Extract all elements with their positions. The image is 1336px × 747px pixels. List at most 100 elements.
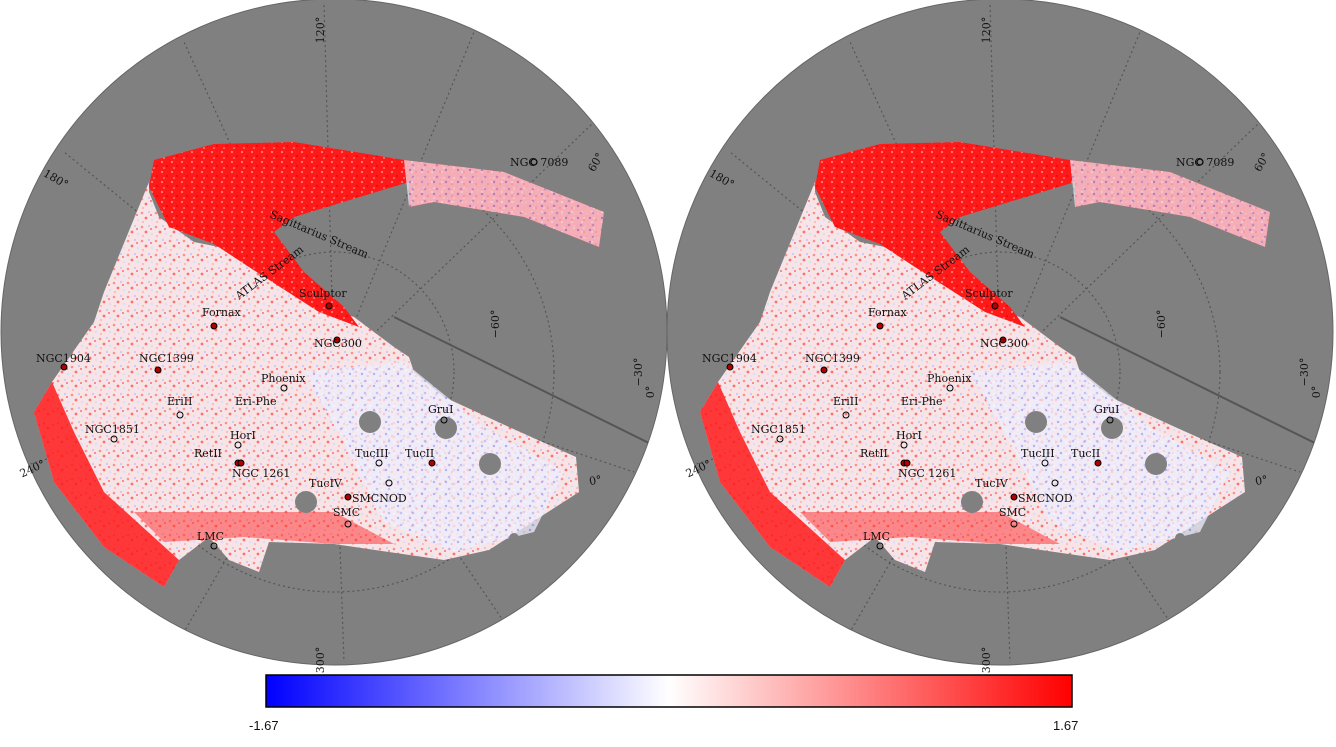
object-marker: [903, 459, 911, 467]
footprint-west-edge: [34, 382, 179, 587]
object-label: NGC1904: [36, 352, 91, 365]
footprint-south-edge: [800, 512, 1060, 544]
galactic-plane-line: [1059, 316, 1333, 453]
object-label: GruI: [428, 403, 453, 416]
object-label: SMCNOD: [352, 492, 407, 505]
graticule-tick-label: −30°: [1298, 358, 1311, 387]
graticule-tick-label: 0°: [588, 473, 603, 488]
object-marker: [776, 435, 784, 443]
object-label: RetII: [194, 447, 222, 460]
graticule-meridian: [333, 121, 595, 373]
graticule-tick-label: 300°: [314, 647, 327, 674]
object-label: Phoenix: [927, 372, 972, 385]
graticule-tick-label: 0°: [1310, 386, 1323, 399]
object-label: NGC 1261: [232, 467, 290, 480]
graticule-meridian: [333, 31, 475, 373]
object-marker: [234, 441, 242, 449]
object-marker: [280, 384, 288, 392]
object-label: TucIII: [355, 447, 389, 460]
object-label: NGC 7089: [510, 156, 568, 169]
object-marker: [210, 542, 218, 550]
object-marker: [900, 441, 908, 449]
object-marker: [1196, 158, 1204, 166]
object-marker: [385, 479, 393, 487]
object-marker: [1010, 493, 1018, 501]
object-label: Fornax: [868, 306, 908, 319]
galactic-plane-line: [393, 316, 667, 453]
object-label: SMC: [999, 506, 1026, 519]
footprint-stream-tail: [404, 160, 604, 247]
graticule-tick-label: 0°: [644, 386, 657, 399]
object-label: EriII: [833, 395, 859, 408]
object-marker: [1051, 479, 1059, 487]
object-label: NGC 7089: [1176, 156, 1234, 169]
masked-region: [1101, 417, 1123, 439]
object-marker: [60, 363, 68, 371]
object-label: Eri-Phe: [235, 395, 277, 408]
graticule-meridian: [999, 31, 1141, 373]
masked-region: [1025, 411, 1047, 433]
object-label: NGC300: [314, 337, 362, 350]
object-label: TucII: [1071, 447, 1100, 460]
object-marker: [154, 366, 162, 374]
colorbar-max-label: 1.67: [1053, 718, 1079, 733]
colorbar-min-label: -1.67: [249, 718, 279, 733]
object-label: SMC: [333, 506, 360, 519]
graticule-meridian: [729, 151, 1001, 373]
graticule-tick-label: 120°: [314, 17, 327, 44]
masked-region: [1145, 453, 1167, 475]
object-marker: [344, 493, 352, 501]
object-marker: [1041, 459, 1049, 467]
sky-disc-content: [3, 1, 667, 663]
object-label: Sculptor: [965, 287, 1013, 300]
object-label: NGC300: [980, 337, 1028, 350]
object-label: NGC1399: [805, 352, 860, 365]
footprint-blue-region: [970, 362, 1230, 552]
object-label: TucII: [405, 447, 434, 460]
object-marker: [820, 366, 828, 374]
graticule-tick-label: 300°: [980, 647, 993, 674]
footprint-stream-tail: [1070, 160, 1270, 247]
graticule-meridian: [999, 121, 1261, 373]
object-label: SMCNOD: [1018, 492, 1073, 505]
graticule-tick-label: −30°: [632, 358, 645, 387]
object-label: NGC 1261: [898, 467, 956, 480]
object-marker: [344, 520, 352, 528]
object-label: TucIII: [1021, 447, 1055, 460]
object-marker: [726, 363, 734, 371]
graticule-tick-label: −60°: [489, 310, 502, 339]
object-label: NGC1851: [85, 423, 140, 436]
object-marker: [991, 302, 999, 310]
object-label: HorI: [896, 429, 922, 442]
masked-region: [961, 491, 983, 513]
object-label: GruI: [1094, 403, 1119, 416]
footprint-south-edge: [134, 512, 394, 544]
graticule-tick-label: 0°: [1254, 473, 1269, 488]
graticule-tick-label: −60°: [1155, 310, 1168, 339]
object-marker: [842, 411, 850, 419]
masked-region: [479, 453, 501, 475]
survey-footprint: [700, 142, 1270, 587]
object-label: Fornax: [202, 306, 242, 319]
object-label: NGC1399: [139, 352, 194, 365]
object-marker: [1106, 416, 1114, 424]
graticule-tick-label: 120°: [980, 17, 993, 44]
colorbar: [265, 674, 1073, 708]
object-marker: [876, 322, 884, 330]
object-label: Eri-Phe: [901, 395, 943, 408]
object-marker: [440, 416, 448, 424]
object-label: TucIV: [975, 477, 1009, 490]
object-label: Sculptor: [299, 287, 347, 300]
object-label: EriII: [167, 395, 193, 408]
footprint-west-edge: [700, 382, 845, 587]
object-label: HorI: [230, 429, 256, 442]
object-marker: [999, 336, 1007, 344]
object-marker: [325, 302, 333, 310]
object-marker: [110, 435, 118, 443]
object-marker: [530, 158, 538, 166]
graticule-meridian: [63, 151, 335, 373]
object-marker: [876, 542, 884, 550]
object-label: TucIV: [309, 477, 343, 490]
